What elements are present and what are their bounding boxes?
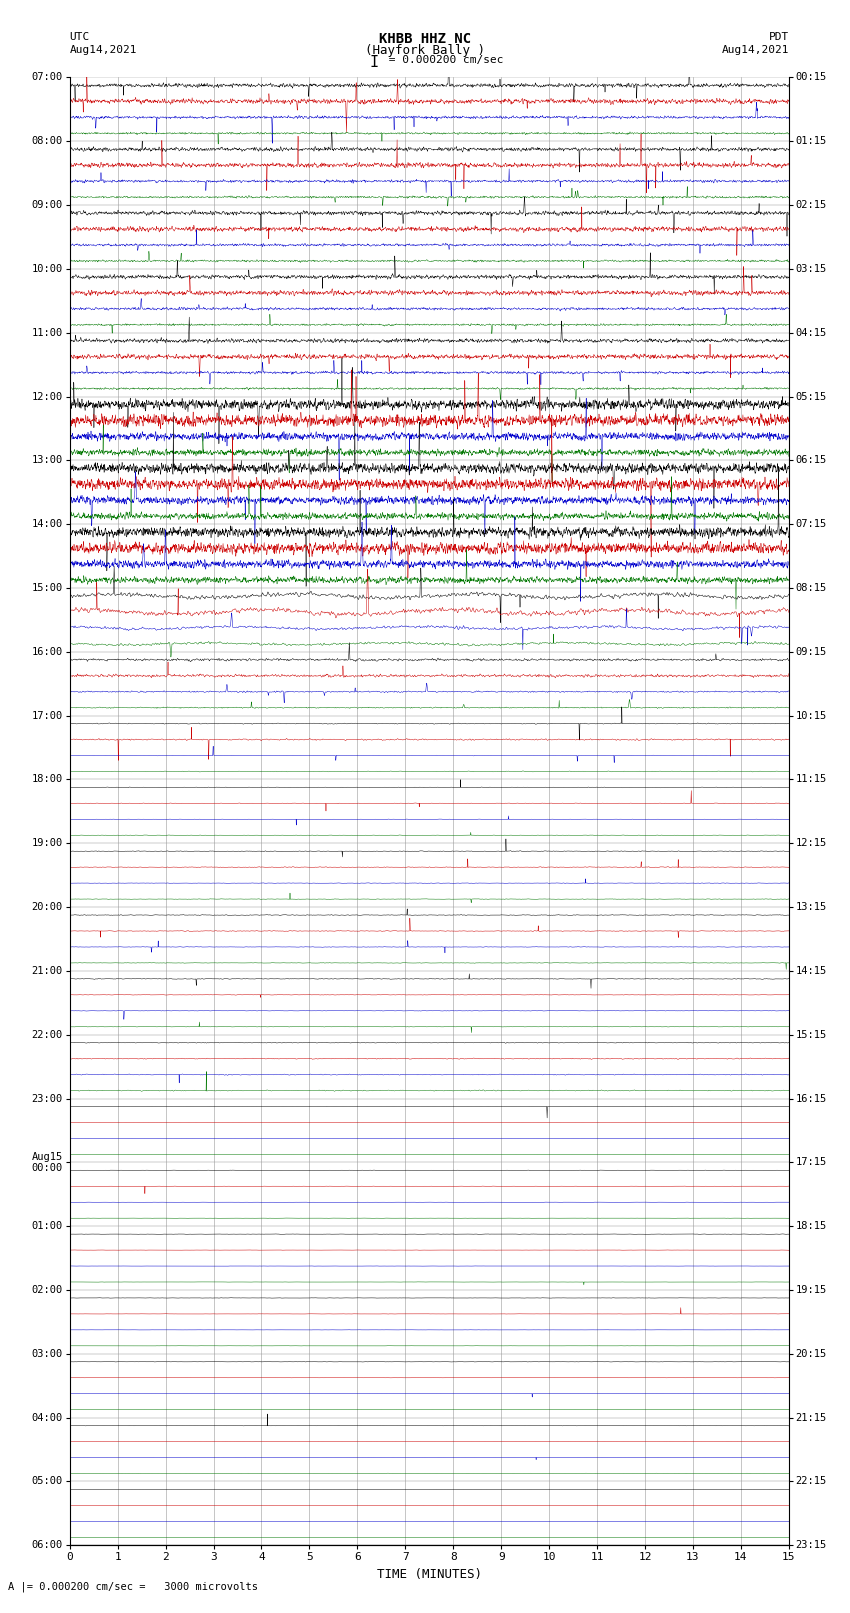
- Text: KHBB HHZ NC: KHBB HHZ NC: [379, 32, 471, 47]
- Text: I: I: [370, 55, 378, 69]
- Text: Aug14,2021: Aug14,2021: [70, 45, 137, 55]
- Text: PDT: PDT: [768, 32, 789, 42]
- Text: = 0.000200 cm/sec: = 0.000200 cm/sec: [382, 55, 504, 65]
- Text: A |= 0.000200 cm/sec =   3000 microvolts: A |= 0.000200 cm/sec = 3000 microvolts: [8, 1581, 258, 1592]
- Text: Aug14,2021: Aug14,2021: [722, 45, 789, 55]
- X-axis label: TIME (MINUTES): TIME (MINUTES): [377, 1568, 482, 1581]
- Text: UTC: UTC: [70, 32, 90, 42]
- Text: (Hayfork Bally ): (Hayfork Bally ): [365, 44, 485, 56]
